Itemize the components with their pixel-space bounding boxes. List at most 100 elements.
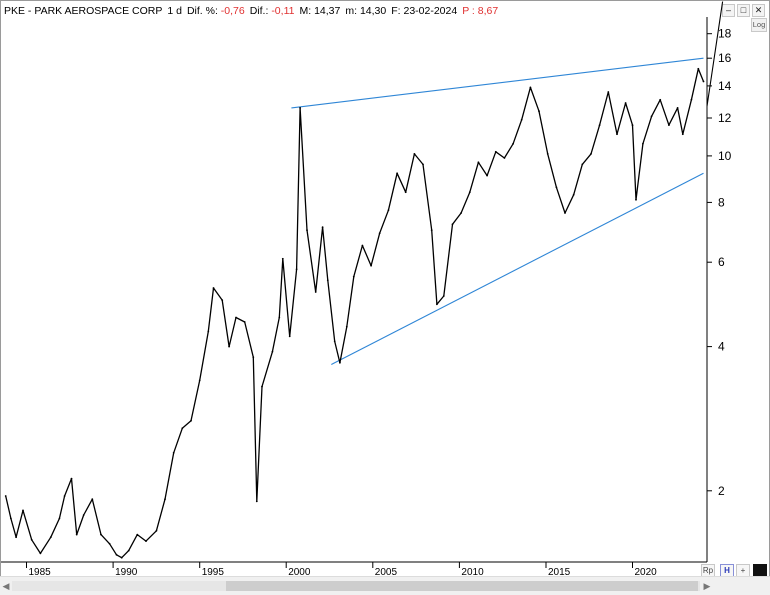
price-point — [339, 361, 341, 364]
window-controls: – □ ✕ — [722, 4, 765, 17]
trendline[interactable] — [706, 1, 724, 107]
price-point — [631, 124, 634, 126]
x-tick-label: 1990 — [115, 567, 138, 577]
scroll-thumb[interactable] — [226, 581, 698, 591]
price-point — [22, 509, 24, 512]
trendline-layer — [291, 1, 724, 365]
high-label: M: — [299, 5, 312, 17]
log-scale-button[interactable]: Log — [751, 18, 767, 32]
interval-label: 1 d — [167, 5, 182, 17]
price-point — [387, 209, 390, 212]
x-tick-label: 1985 — [29, 567, 52, 577]
price-point — [697, 67, 700, 70]
x-tick-label: 2000 — [288, 567, 311, 577]
y-tick-label: 4 — [718, 340, 725, 354]
price-point — [91, 498, 94, 501]
high-value: 14,37 — [314, 5, 341, 17]
maximize-button[interactable]: □ — [737, 4, 750, 17]
price-point — [70, 477, 73, 480]
price-point — [58, 517, 61, 520]
trendline[interactable] — [331, 172, 704, 365]
x-tick-label: 2010 — [461, 567, 484, 577]
price-point — [538, 110, 540, 113]
price-point — [430, 229, 433, 232]
pct-change-value: -0,76 — [220, 5, 245, 17]
x-tick-label: 2015 — [548, 567, 571, 577]
price-point — [546, 153, 549, 155]
price-point — [333, 340, 336, 343]
price-point — [590, 153, 592, 155]
price-point — [10, 517, 12, 520]
price-point — [235, 316, 237, 319]
price-point — [228, 345, 231, 348]
ticker-label: PKE - PARK AEROSPACE CORP — [4, 5, 163, 17]
price-point — [100, 533, 102, 536]
price-point — [198, 379, 201, 382]
price-point — [520, 118, 523, 121]
price-point — [676, 107, 679, 109]
price-point — [635, 198, 637, 201]
price-point — [30, 538, 33, 541]
price-point — [164, 498, 166, 501]
price-point — [49, 536, 52, 539]
price-point — [370, 264, 372, 267]
price-point — [690, 98, 693, 101]
trendline[interactable] — [291, 57, 704, 109]
p-label: P : — [462, 5, 475, 17]
price-point — [75, 533, 78, 536]
price-point — [616, 133, 618, 136]
y-tick-label: 18 — [718, 27, 732, 41]
price-point — [190, 419, 192, 422]
price-point — [136, 533, 139, 536]
price-point — [243, 321, 246, 323]
x-tick-label: 1995 — [202, 567, 225, 577]
price-point — [63, 495, 66, 497]
x-axis-ticks: 1985 1990 1995 2000 2005 2010 2015 2020 — [26, 562, 658, 577]
minimize-button[interactable]: – — [722, 4, 735, 17]
price-point — [271, 350, 274, 353]
scroll-left-icon[interactable]: ◀ — [2, 581, 10, 591]
price-point — [396, 172, 398, 175]
price-point — [39, 552, 42, 555]
x-tick-label: 2020 — [635, 567, 658, 577]
price-point — [281, 257, 284, 260]
low-value: 14,30 — [359, 5, 387, 17]
price-point — [512, 142, 514, 145]
price-point — [361, 244, 364, 247]
price-point — [624, 102, 627, 104]
price-point — [436, 303, 438, 306]
price-point — [486, 174, 488, 177]
price-point — [155, 529, 158, 532]
price-point — [572, 193, 575, 196]
toolbar-button-2[interactable]: H — [720, 564, 734, 578]
price-point — [127, 549, 130, 552]
price-point — [345, 325, 348, 328]
price-point — [607, 91, 610, 93]
price-point — [261, 385, 263, 388]
price-point — [115, 553, 118, 556]
diff-label: Dif.: — [249, 5, 269, 17]
y-axis-ticks: 2 4 6 8 10 12 14 16 18 — [707, 27, 732, 498]
price-point — [326, 279, 329, 282]
price-point — [413, 153, 416, 155]
price-point — [404, 191, 407, 194]
price-series-line — [5, 68, 705, 559]
price-point — [422, 163, 424, 166]
price-point — [555, 186, 558, 189]
price-point — [172, 451, 175, 454]
price-point — [212, 287, 215, 289]
p-value: 8,67 — [477, 5, 499, 17]
price-series-layer — [4, 67, 705, 559]
low-label: m: — [345, 5, 358, 17]
price-point — [181, 427, 184, 430]
close-button[interactable]: ✕ — [752, 4, 765, 17]
y-tick-label: 16 — [718, 51, 732, 65]
price-point — [378, 232, 381, 235]
price-point — [494, 150, 497, 153]
price-point — [598, 124, 601, 126]
diff-value: -0,11 — [271, 5, 295, 17]
scroll-track[interactable] — [12, 581, 700, 591]
x-tick-label: 2005 — [375, 567, 398, 577]
pct-change-label: Dif. %: — [186, 5, 218, 17]
scroll-right-icon[interactable]: ▶ — [703, 581, 711, 591]
